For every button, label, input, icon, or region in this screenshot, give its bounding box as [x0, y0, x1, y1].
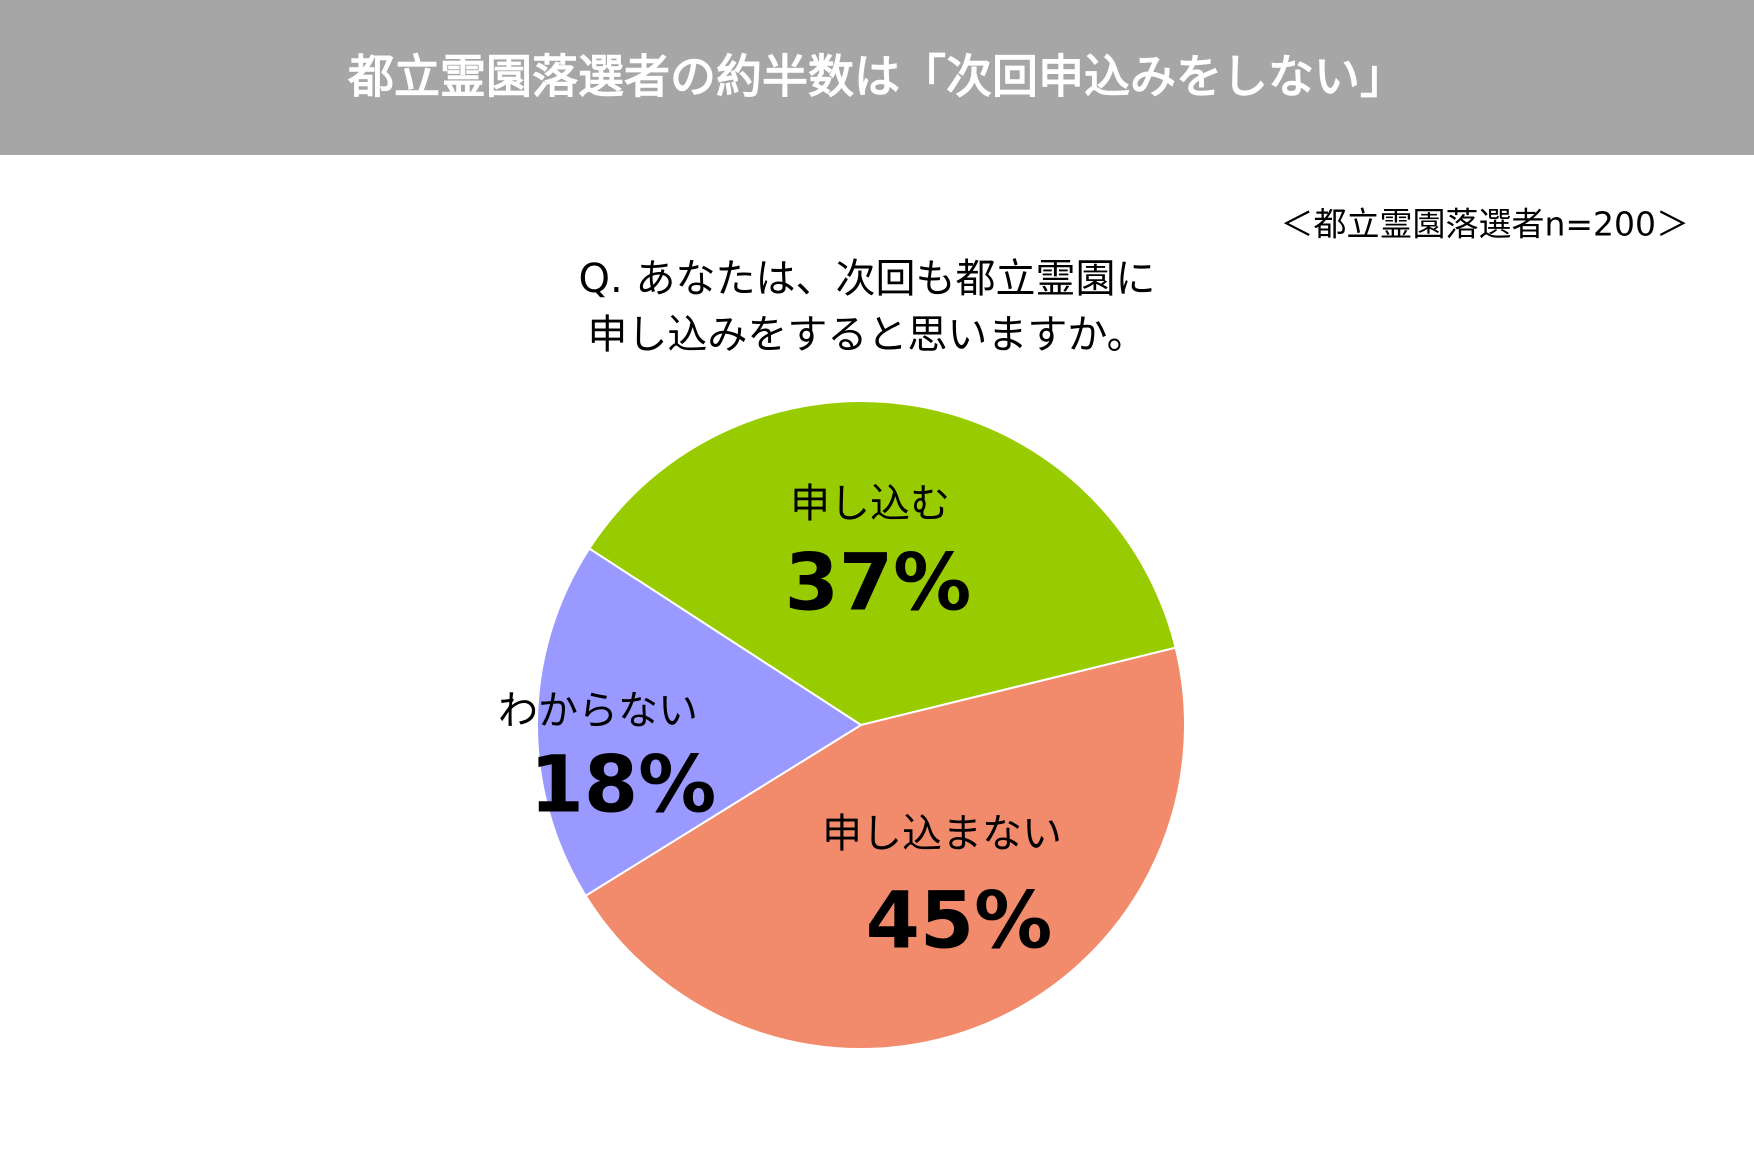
- slice-name: 申し込む: [790, 481, 950, 527]
- slice-value: 37%: [785, 538, 972, 628]
- slice-value: 45%: [866, 876, 1053, 966]
- chart-title: 都立霊園落選者の約半数は「次回申込みをしない」: [347, 50, 1406, 104]
- pie-labels: 申し込む 37% 申し込まない 45% わからない 18%: [498, 481, 1062, 966]
- slice-name: 申し込まない: [822, 811, 1062, 857]
- question-line: Q. あなたは、次回も都立霊園に: [579, 256, 1156, 302]
- pie-slice: [584, 646, 1186, 1050]
- pie-slice: [536, 547, 863, 898]
- header-bar: [0, 0, 1754, 155]
- sample-note: ＜都立霊園落選者n=200＞: [1280, 205, 1689, 244]
- pie: [536, 400, 1186, 1050]
- question-line: 申し込みをすると思いますか。: [587, 312, 1146, 358]
- pie-slice: [587, 400, 1177, 727]
- slice-value: 18%: [530, 740, 717, 830]
- slice-name: わからない: [498, 688, 698, 734]
